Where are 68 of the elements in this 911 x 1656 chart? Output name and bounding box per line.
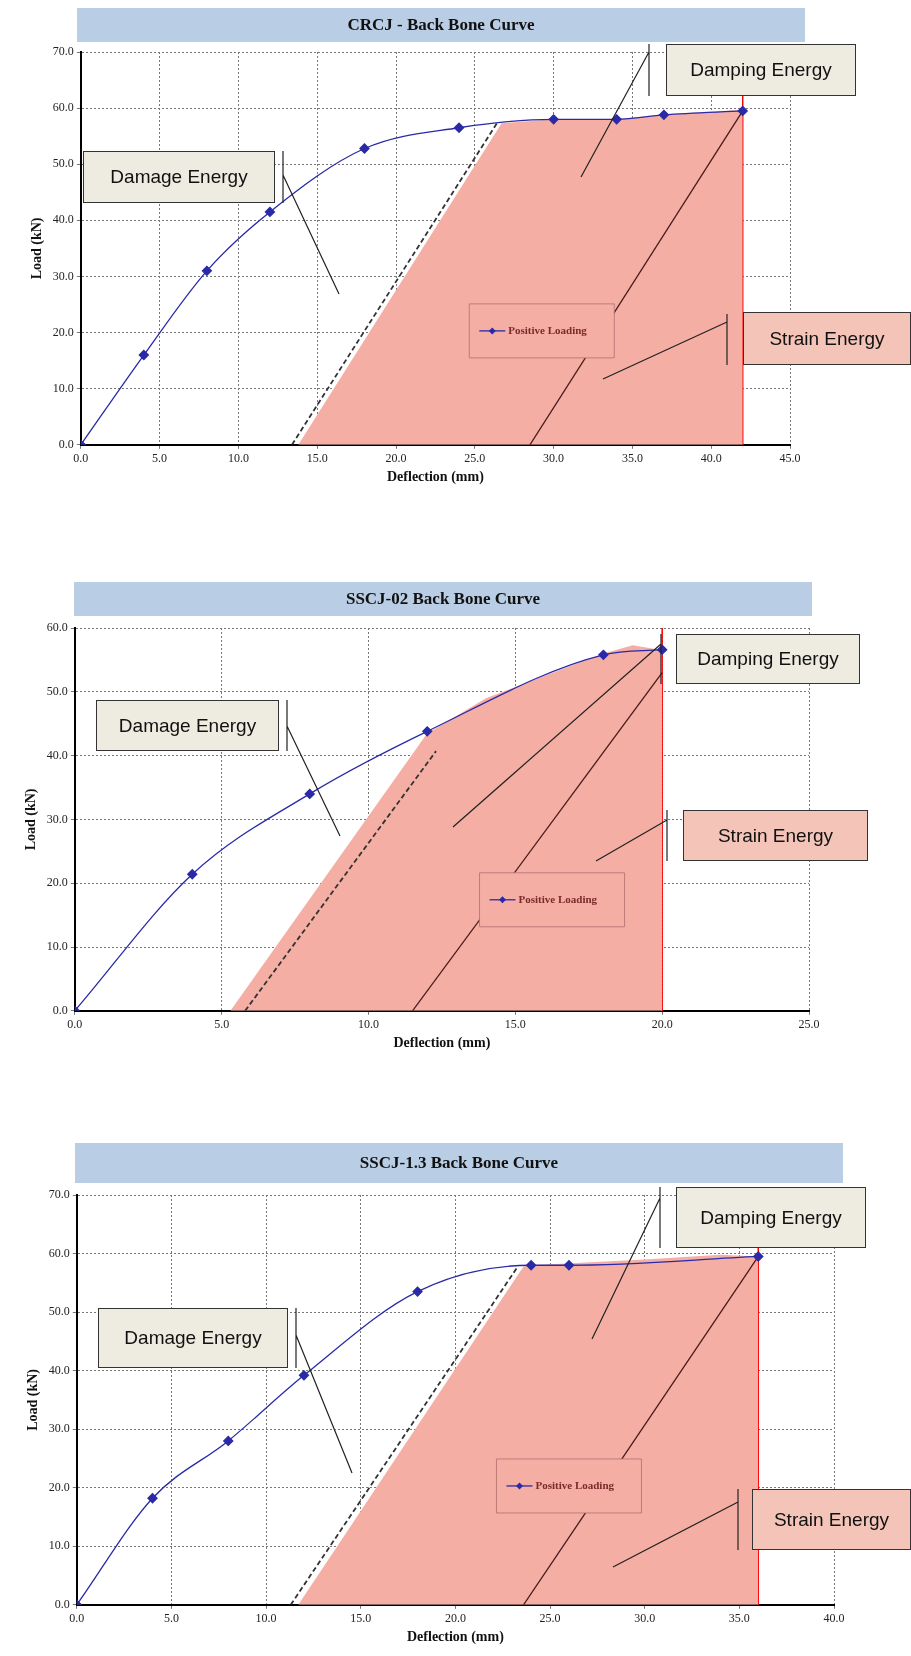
x-tick-label: 0.0 (73, 451, 89, 466)
y-tick-label: 50.0 (48, 1304, 70, 1319)
y-tick-label: 20.0 (52, 324, 74, 339)
chart-title: SSCJ-02 Back Bone Curve (74, 582, 812, 616)
chart-title: SSCJ-1.3 Back Bone Curve (75, 1143, 843, 1183)
y-tick-label: 70.0 (48, 1187, 70, 1202)
y-tick-label: 30.0 (48, 1421, 70, 1436)
callout-box: Damping Energy (676, 634, 860, 684)
y-tick-label: 40.0 (52, 212, 74, 227)
x-tick-label: 25.0 (798, 1017, 820, 1032)
callout-box: Damage Energy (96, 700, 279, 751)
x-tick-label: 5.0 (214, 1017, 230, 1032)
x-tick-label: 35.0 (621, 451, 643, 466)
x-tick-label: 10.0 (357, 1017, 379, 1032)
y-tick-label: 0.0 (58, 436, 74, 451)
x-tick-label: 25.0 (539, 1611, 561, 1626)
y-tick-label: 70.0 (52, 44, 74, 59)
callout-box: Damage Energy (98, 1308, 288, 1368)
y-tick-label: 50.0 (46, 683, 68, 698)
y-axis-title: Load (kN) (23, 788, 40, 851)
y-tick-label: 60.0 (52, 100, 74, 115)
y-tick-label: 10.0 (52, 380, 74, 395)
y-tick-label: 30.0 (46, 811, 68, 826)
x-axis-title: Deflection (mm) (393, 1035, 491, 1052)
x-tick-label: 45.0 (779, 451, 801, 466)
y-tick-label: 60.0 (46, 620, 68, 635)
y-tick-label: 10.0 (48, 1538, 70, 1553)
x-tick-label: 15.0 (504, 1017, 526, 1032)
y-tick-label: 10.0 (46, 939, 68, 954)
x-tick-label: 30.0 (634, 1611, 656, 1626)
x-axis-title: Deflection (mm) (407, 1629, 505, 1646)
x-tick-label: 20.0 (651, 1017, 673, 1032)
legend-label: Positive Loading (535, 1478, 615, 1491)
x-tick-label: 15.0 (350, 1611, 372, 1626)
callout-box: Damage Energy (83, 151, 275, 203)
legend-label: Positive Loading (518, 892, 598, 905)
x-tick-label: 10.0 (227, 451, 249, 466)
x-tick-label: 5.0 (163, 1611, 179, 1626)
y-tick-label: 0.0 (54, 1596, 70, 1611)
x-tick-label: 10.0 (255, 1611, 277, 1626)
y-tick-label: 50.0 (52, 156, 74, 171)
callout-box: Strain Energy (683, 810, 868, 861)
y-tick-label: 30.0 (52, 268, 74, 283)
x-axis-title: Deflection (mm) (387, 469, 485, 486)
x-tick-label: 40.0 (700, 451, 722, 466)
x-tick-label: 30.0 (543, 451, 565, 466)
callout-box: Strain Energy (752, 1489, 911, 1550)
y-axis-title: Load (kN) (29, 217, 46, 280)
chart-title: CRCJ - Back Bone Curve (77, 8, 805, 42)
x-tick-label: 5.0 (152, 451, 168, 466)
x-tick-label: 35.0 (728, 1611, 750, 1626)
x-tick-label: 40.0 (823, 1611, 845, 1626)
callout-box: Damping Energy (666, 44, 856, 96)
y-tick-label: 60.0 (48, 1245, 70, 1260)
callout-box: Strain Energy (743, 312, 911, 365)
x-tick-label: 20.0 (385, 451, 407, 466)
legend-label: Positive Loading (508, 323, 588, 336)
x-tick-label: 15.0 (306, 451, 328, 466)
y-tick-label: 0.0 (52, 1002, 68, 1017)
y-tick-label: 20.0 (46, 875, 68, 890)
x-tick-label: 0.0 (69, 1611, 85, 1626)
y-tick-label: 40.0 (48, 1362, 70, 1377)
x-tick-label: 20.0 (444, 1611, 466, 1626)
y-tick-label: 20.0 (48, 1479, 70, 1494)
callout-box: Damping Energy (676, 1187, 866, 1248)
y-tick-label: 40.0 (46, 747, 68, 762)
x-tick-label: 25.0 (464, 451, 486, 466)
y-axis-title: Load (kN) (25, 1368, 42, 1431)
